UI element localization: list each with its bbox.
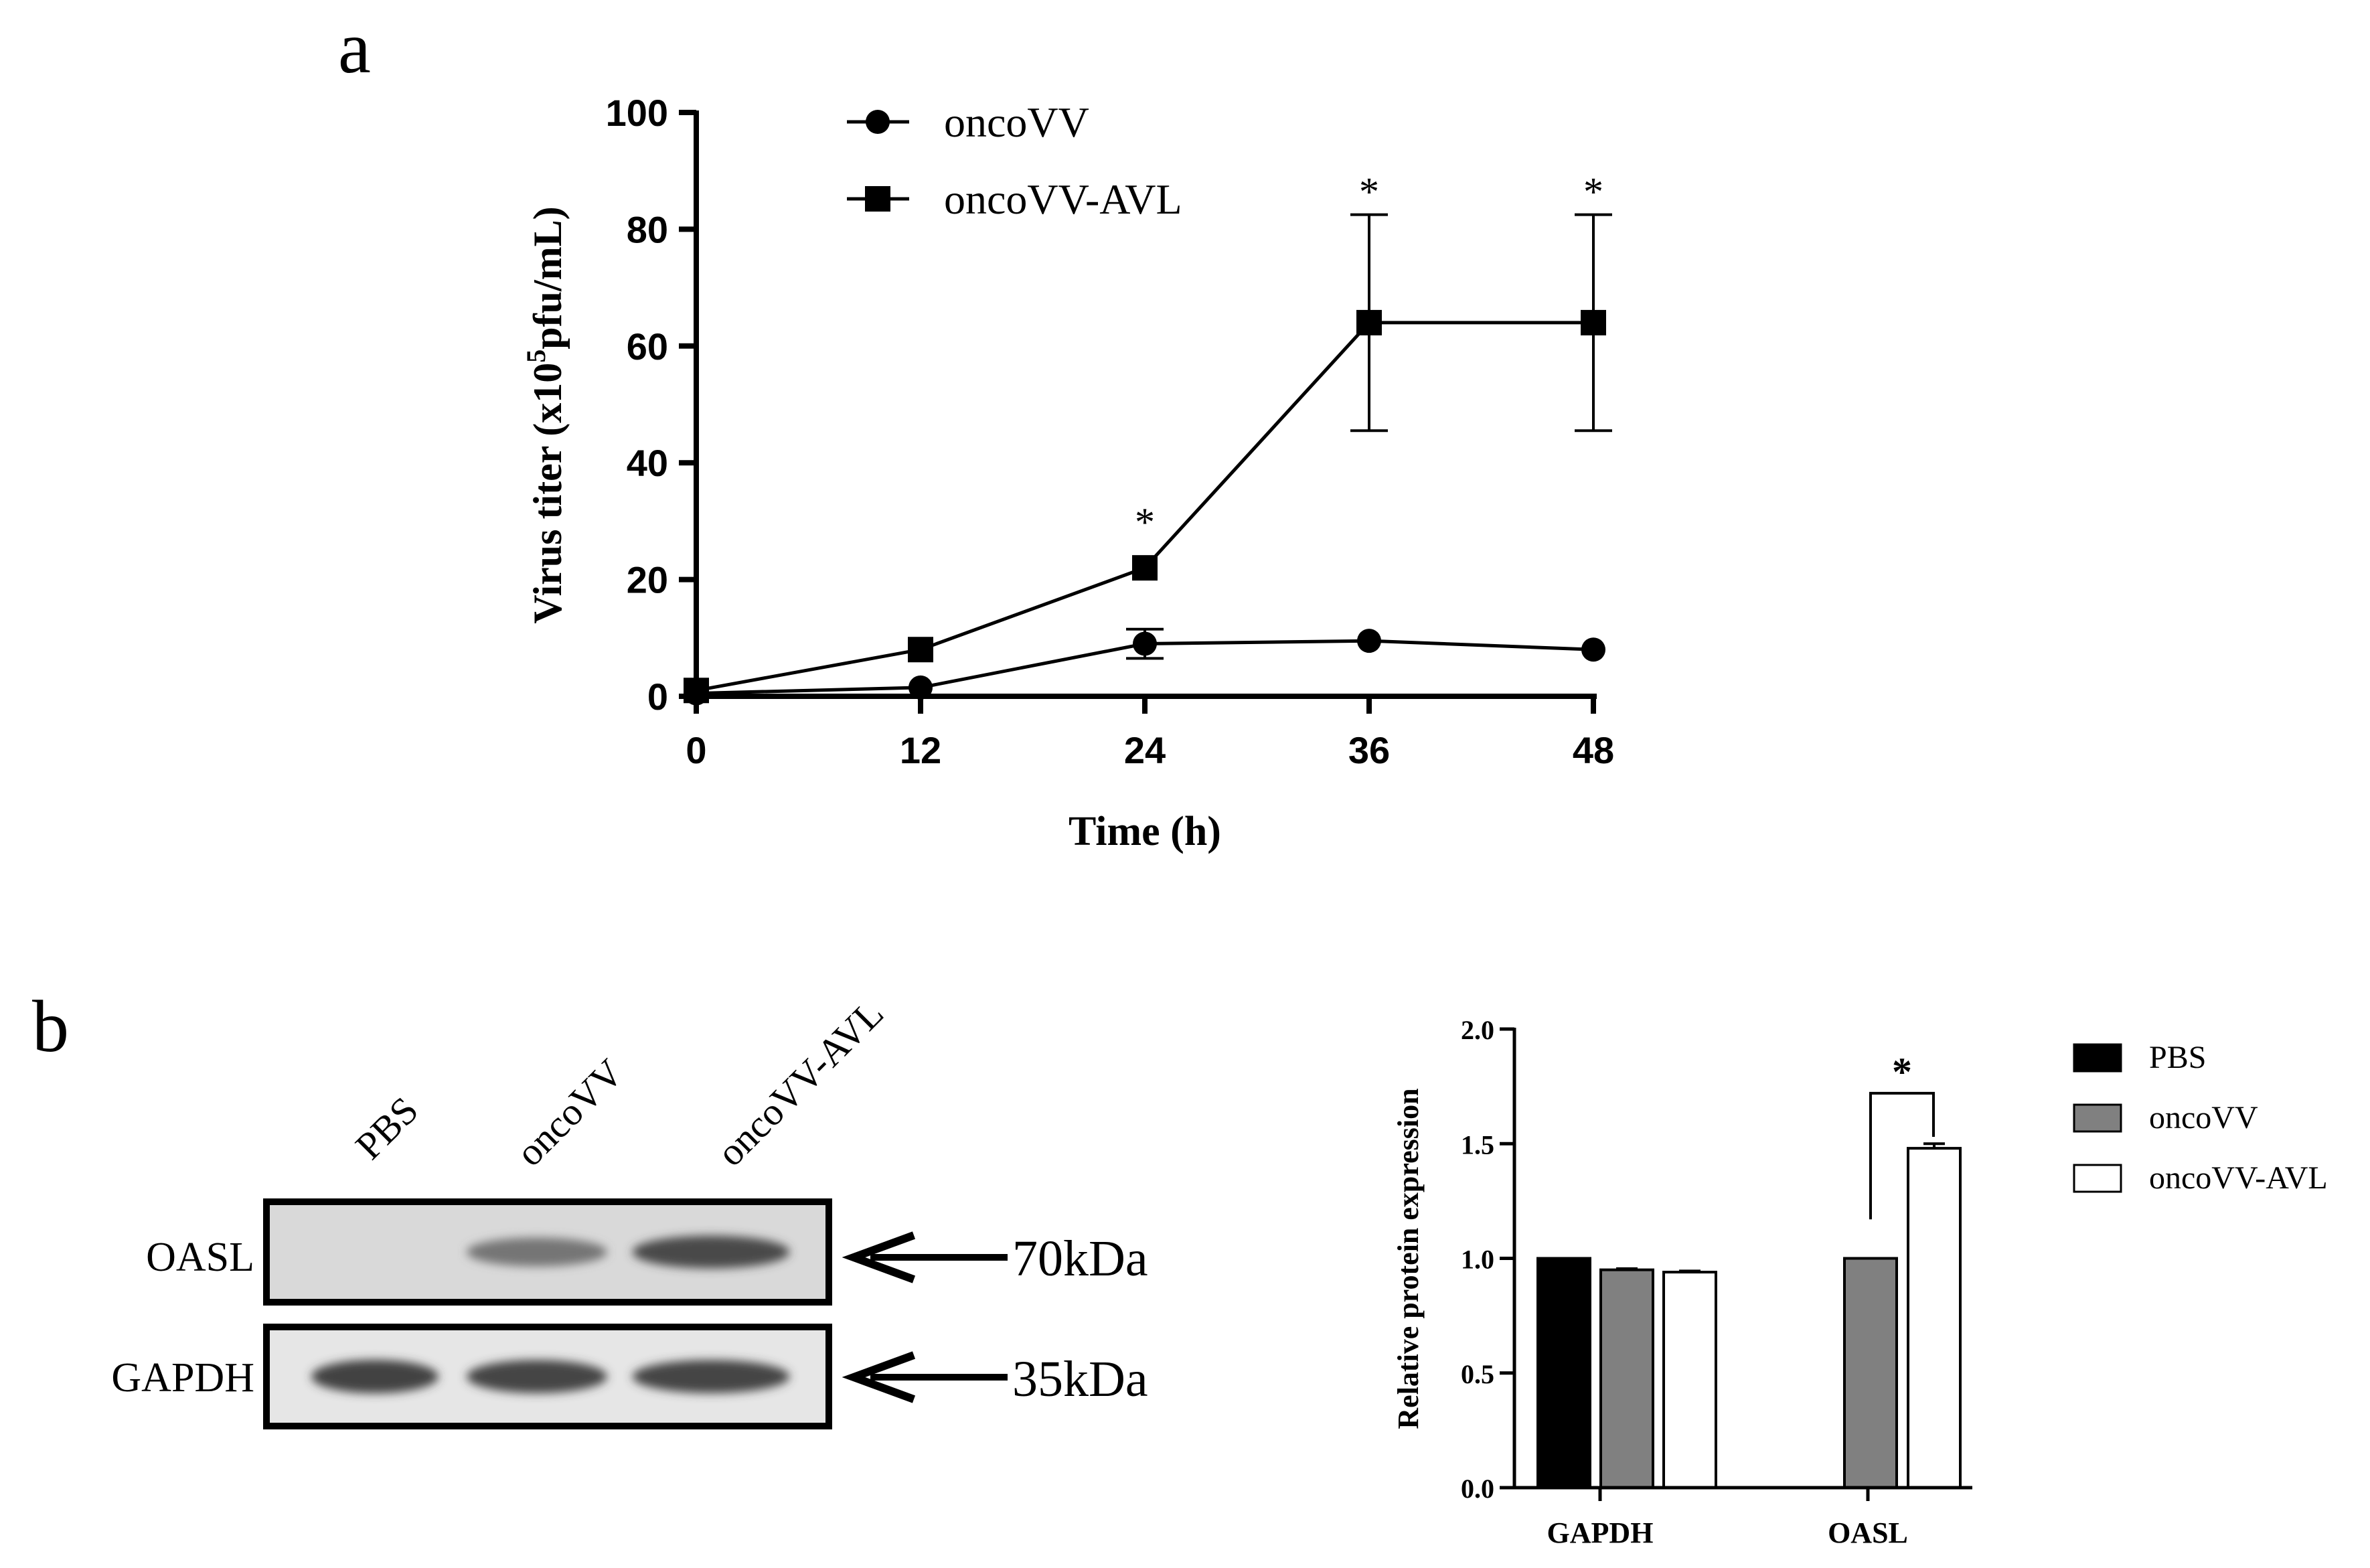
panel-label-b: b bbox=[32, 986, 69, 1067]
legend-label: oncoVV bbox=[944, 98, 1089, 146]
y-tick-label: 80 bbox=[627, 208, 668, 250]
blot-band bbox=[467, 1237, 607, 1267]
western-blot: PBS oncoVV oncoVV-AVL OASL GAPDH 70kDa 3… bbox=[111, 991, 1148, 1429]
bar-chart: 0.0 0.5 1.0 1.5 2.0 GAPDH OASL * Relative pro… bbox=[1392, 1015, 2328, 1549]
x-axis-label: Time (h) bbox=[1069, 809, 1221, 854]
legend: oncoVV oncoVV-AVL bbox=[847, 98, 1182, 223]
legend-swatch bbox=[2073, 1043, 2122, 1073]
data-point-square bbox=[1356, 309, 1382, 335]
data-point-circle bbox=[1133, 631, 1157, 656]
y-tick-label: 0.0 bbox=[1461, 1474, 1494, 1504]
legend-marker-circle bbox=[866, 110, 890, 134]
y-tick-label: 60 bbox=[627, 325, 668, 368]
data-point-square bbox=[684, 678, 709, 704]
significance-star: * bbox=[1135, 500, 1155, 544]
bar-oncovv-avl bbox=[1662, 1271, 1717, 1490]
row-label-gapdh: GAPDH bbox=[111, 1355, 254, 1401]
y-axis-label: Relative protein expression bbox=[1392, 1088, 1425, 1429]
data-point-circle bbox=[1357, 629, 1381, 653]
y-tick-label: 1.5 bbox=[1461, 1129, 1494, 1160]
lane-label-oncovv: oncoVV bbox=[507, 1050, 631, 1174]
bar-oncovv-avl bbox=[1907, 1147, 1962, 1489]
legend-swatch bbox=[2073, 1103, 2122, 1133]
x-tick-label: 48 bbox=[1573, 729, 1614, 771]
size-label-gapdh: 35kDa bbox=[1012, 1351, 1148, 1407]
legend-label: PBS bbox=[2149, 1040, 2206, 1075]
panel-label-a: a bbox=[338, 7, 371, 88]
bar-oncovv bbox=[1599, 1268, 1654, 1489]
line-chart: 0 20 40 60 80 100 0 12 24 36 48 * * * Time (h) Viru… bbox=[521, 92, 1614, 854]
blot-band bbox=[467, 1360, 607, 1393]
row-label-oasl: OASL bbox=[146, 1235, 254, 1280]
legend-marker-square bbox=[865, 186, 890, 212]
significance-star: * bbox=[1583, 170, 1603, 214]
data-point-circle bbox=[1581, 637, 1605, 662]
legend-label: oncoVV-AVL bbox=[2149, 1160, 2328, 1196]
data-point-circle bbox=[908, 675, 933, 700]
y-axis-label: Virus titer (x105pfu/mL) bbox=[521, 206, 570, 623]
legend-label: oncoVV-AVL bbox=[944, 175, 1182, 223]
lane-label-pbs: PBS bbox=[347, 1088, 426, 1168]
data-point-square bbox=[1132, 555, 1158, 581]
blot-band bbox=[632, 1235, 790, 1269]
y-tick-label: 100 bbox=[606, 92, 668, 134]
y-tick-label: 40 bbox=[627, 442, 668, 484]
y-tick-label: 0.5 bbox=[1461, 1359, 1494, 1389]
legend-swatch bbox=[2073, 1164, 2122, 1193]
x-tick-label: 36 bbox=[1348, 729, 1390, 771]
y-tick-label: 2.0 bbox=[1461, 1015, 1494, 1045]
size-label-oasl: 70kDa bbox=[1012, 1231, 1148, 1287]
data-point-square bbox=[1581, 309, 1606, 335]
x-tick-label: 12 bbox=[900, 729, 941, 771]
x-tick-label: OASL bbox=[1828, 1516, 1908, 1549]
significance-star: * bbox=[1359, 170, 1379, 214]
bar-pbs bbox=[1536, 1257, 1591, 1489]
bar-oncovv bbox=[1843, 1257, 1898, 1489]
y-tick-label: 1.0 bbox=[1461, 1245, 1494, 1275]
y-tick-label: 0 bbox=[647, 676, 668, 718]
data-point-square bbox=[908, 637, 933, 663]
blot-band bbox=[632, 1360, 790, 1393]
y-tick-label: 20 bbox=[627, 559, 668, 601]
legend: PBS oncoVV oncoVV-AVL bbox=[2073, 1040, 2328, 1196]
x-tick-label: 24 bbox=[1124, 729, 1166, 771]
legend-label: oncoVV bbox=[2149, 1100, 2258, 1135]
x-tick-label: GAPDH bbox=[1547, 1516, 1654, 1549]
x-tick-label: 0 bbox=[686, 729, 706, 771]
significance-bracket bbox=[1869, 1091, 1935, 1220]
arrow-oasl bbox=[842, 1231, 1008, 1283]
significance-star: * bbox=[1892, 1050, 1912, 1094]
lane-label-oncovv-avl: oncoVV-AVL bbox=[708, 991, 892, 1174]
arrow-gapdh bbox=[842, 1351, 1008, 1403]
blot-band bbox=[311, 1360, 439, 1393]
